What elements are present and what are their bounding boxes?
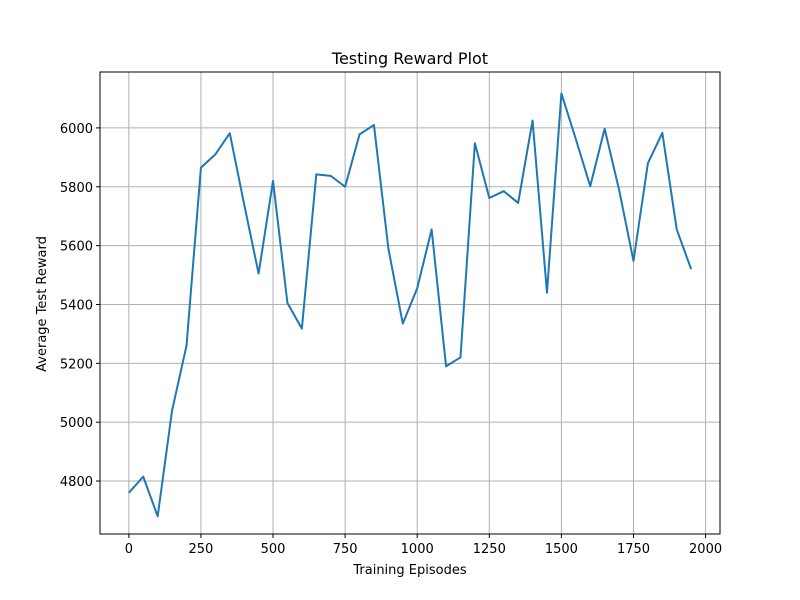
- x-tick-label: 1500: [545, 542, 578, 557]
- y-axis-ticks: 4800 5000 5200 5400 5600 5800 6000: [60, 122, 100, 490]
- plot-frame: [99, 71, 721, 535]
- x-tick-label: 500: [261, 542, 286, 557]
- series-line: [128, 92, 693, 518]
- y-tick-label: 4800: [60, 475, 93, 490]
- x-tick-label: 1000: [401, 542, 434, 557]
- y-tick-label: 5200: [60, 357, 93, 372]
- x-tick-label: 750: [333, 542, 358, 557]
- x-axis-label: Training Episodes: [352, 563, 466, 578]
- x-tick-label: 1250: [473, 542, 506, 557]
- x-tick-label: 2000: [689, 542, 722, 557]
- y-tick-label: 5400: [60, 298, 93, 313]
- data-series: [128, 92, 693, 518]
- y-tick-label: 6000: [60, 122, 93, 137]
- y-tick-label: 5600: [60, 240, 93, 255]
- x-tick-label: 250: [189, 542, 214, 557]
- chart-title: Testing Reward Plot: [331, 49, 488, 68]
- y-tick-label: 5000: [60, 416, 93, 431]
- x-tick-label: 1750: [617, 542, 650, 557]
- y-axis-label: Average Test Reward: [35, 236, 50, 372]
- y-tick-label: 5800: [60, 181, 93, 196]
- x-axis-ticks: 0 250 500 750 1000 1250 1500 1750 2000: [125, 534, 722, 557]
- x-tick-label: 0: [125, 542, 133, 557]
